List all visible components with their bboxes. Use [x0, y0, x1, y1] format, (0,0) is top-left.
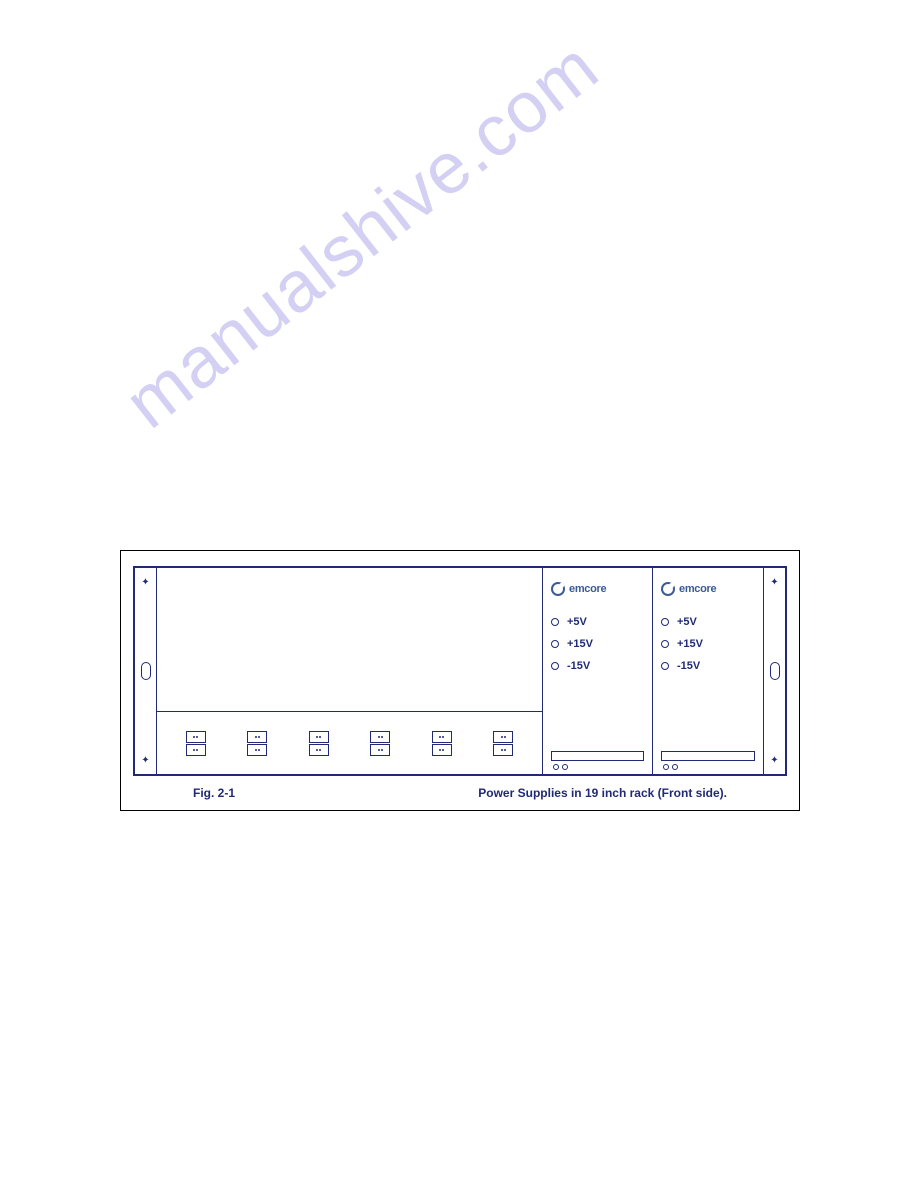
blank-panel	[157, 568, 542, 712]
mounting-slot	[770, 662, 780, 680]
figure-container: ✦ ✦	[120, 550, 800, 811]
rack-main-area: emcore +5V +15V -15V	[157, 568, 763, 774]
voltage-label: +15V	[677, 638, 703, 650]
brand-logo: emcore	[551, 582, 644, 596]
screw-icon: ✦	[140, 576, 152, 588]
port-connector	[432, 731, 452, 756]
figure-border: ✦ ✦	[120, 550, 800, 811]
mounting-slot	[141, 662, 151, 680]
port-connector	[309, 731, 329, 756]
voltage-indicator: +5V	[661, 616, 755, 628]
logo-icon	[661, 582, 675, 596]
logo-icon	[551, 582, 565, 596]
voltage-indicator: +15V	[551, 638, 644, 650]
port-connector	[247, 731, 267, 756]
voltage-indicator: +15V	[661, 638, 755, 650]
figure-caption-row: Fig. 2-1 Power Supplies in 19 inch rack …	[133, 786, 787, 800]
rack-ear-left: ✦ ✦	[135, 568, 157, 774]
port-row	[157, 712, 542, 774]
led-icon	[551, 662, 559, 670]
screw-icon: ✦	[769, 754, 781, 766]
led-icon	[551, 618, 559, 626]
voltage-label: +15V	[567, 638, 593, 650]
voltage-label: -15V	[677, 660, 700, 672]
psu-handle	[661, 751, 755, 770]
handle-dots	[661, 764, 755, 770]
brand-logo: emcore	[661, 582, 755, 596]
blank-panel-section	[157, 568, 543, 774]
logo-text: emcore	[679, 583, 716, 595]
port-connector	[370, 731, 390, 756]
screw-icon: ✦	[140, 754, 152, 766]
handle-bar	[551, 751, 644, 761]
figure-caption: Power Supplies in 19 inch rack (Front si…	[478, 786, 727, 800]
led-icon	[551, 640, 559, 648]
handle-bar	[661, 751, 755, 761]
port-connector	[493, 731, 513, 756]
rack-ear-right: ✦ ✦	[763, 568, 785, 774]
voltage-indicator: -15V	[551, 660, 644, 672]
handle-dots	[551, 764, 644, 770]
figure-label: Fig. 2-1	[193, 786, 235, 800]
voltage-indicator: +5V	[551, 616, 644, 628]
rack-frame: ✦ ✦	[133, 566, 787, 776]
voltage-indicator: -15V	[661, 660, 755, 672]
led-icon	[661, 618, 669, 626]
voltage-label: -15V	[567, 660, 590, 672]
logo-text: emcore	[569, 583, 606, 595]
psu-handle	[551, 751, 644, 770]
voltage-label: +5V	[567, 616, 587, 628]
voltage-indicator-list: +5V +15V -15V	[661, 616, 755, 672]
port-connector	[186, 731, 206, 756]
power-supply-module: emcore +5V +15V -15V	[653, 568, 763, 774]
led-icon	[661, 640, 669, 648]
led-icon	[661, 662, 669, 670]
voltage-label: +5V	[677, 616, 697, 628]
watermark-text: manualshive.com	[110, 26, 614, 445]
voltage-indicator-list: +5V +15V -15V	[551, 616, 644, 672]
power-supply-module: emcore +5V +15V -15V	[543, 568, 653, 774]
screw-icon: ✦	[769, 576, 781, 588]
